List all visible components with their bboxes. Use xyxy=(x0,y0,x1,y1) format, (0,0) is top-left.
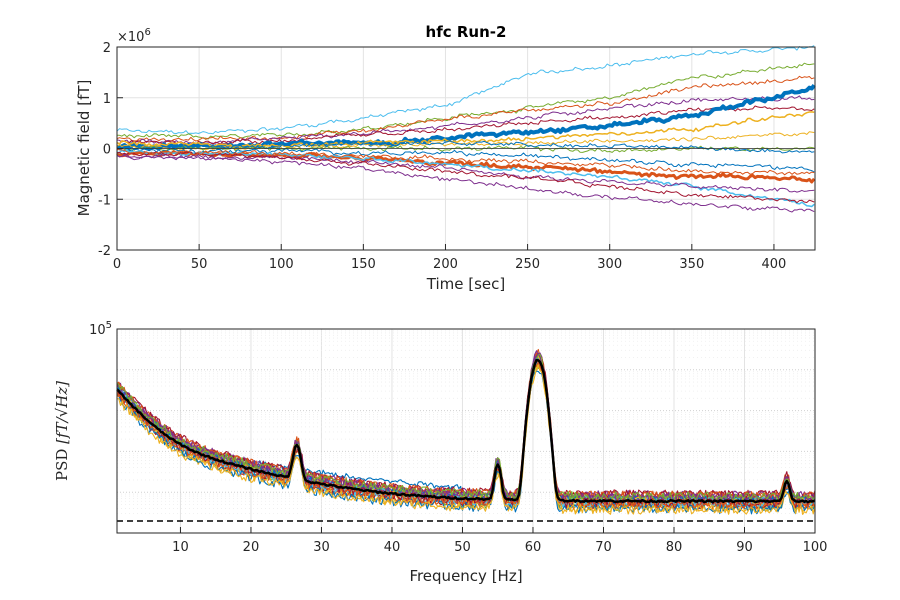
top-x-axis-label: Time [sec] xyxy=(426,275,505,293)
time-series-trace xyxy=(116,147,815,173)
x-tick-label: 100 xyxy=(269,257,294,272)
time-series-trace xyxy=(116,105,815,146)
y-tick-label-1e5: 105 xyxy=(89,320,112,338)
x-tick-label: 30 xyxy=(313,540,330,555)
psd-axes: 10 20 30 40 50 60 70 80 90 100 105 Frequency [Hz]… xyxy=(53,320,827,585)
bottom-axes-frame xyxy=(116,328,816,534)
x-tick-label: 400 xyxy=(762,257,787,272)
y-tick-label: 0 xyxy=(103,143,111,158)
x-tick-label: 80 xyxy=(666,540,683,555)
time-series-trace xyxy=(116,95,815,145)
time-series-trace xyxy=(116,151,815,204)
y-tick-label: -2 xyxy=(98,244,111,259)
x-tick-label: 20 xyxy=(243,540,260,555)
time-series-trace xyxy=(116,144,815,153)
x-tick-label: 300 xyxy=(597,257,622,272)
time-series-trace xyxy=(116,45,815,135)
x-tick-label: 350 xyxy=(679,257,704,272)
bottom-y-axis-label: PSD [fT/√Hz] xyxy=(53,381,71,481)
y-tick-label: 2 xyxy=(103,41,111,56)
top-ticks: 0 50 100 150 200 250 300 350 400 -2 -1 0 1 2 xyxy=(98,41,786,272)
x-tick-label: 50 xyxy=(454,540,471,555)
time-series-trace xyxy=(117,62,815,140)
y-exponent-label: ×106 xyxy=(117,27,151,45)
time-series-trace xyxy=(116,75,815,142)
x-tick-label: 250 xyxy=(515,257,540,272)
x-tick-label: 0 xyxy=(113,257,121,272)
top-chart-title: hfc Run-2 xyxy=(426,23,507,41)
psd-mean-trace xyxy=(116,358,816,504)
time-series-trace xyxy=(116,153,815,193)
time-series-axes: 0 50 100 150 200 250 300 350 400 -2 -1 0 1 2 hfc Run-… xyxy=(75,23,816,293)
x-tick-label: 100 xyxy=(803,540,828,555)
bottom-grid xyxy=(117,329,816,534)
psd-mean-line xyxy=(116,358,816,504)
y-tick-label: 1 xyxy=(103,92,111,107)
psd-trace xyxy=(116,370,816,515)
y-tick-label: -1 xyxy=(98,193,111,208)
x-tick-label: 150 xyxy=(351,257,376,272)
top-y-axis-label: Magnetic field [fT] xyxy=(75,80,93,217)
time-series-trace xyxy=(116,154,815,213)
x-tick-label: 50 xyxy=(191,257,208,272)
time-series-trace xyxy=(116,148,815,176)
x-tick-label: 60 xyxy=(525,540,542,555)
bottom-ticks: 10 20 30 40 50 60 70 80 90 100 xyxy=(117,328,828,555)
x-tick-label: 200 xyxy=(433,257,458,272)
psd-trace xyxy=(116,350,816,501)
x-tick-label: 10 xyxy=(172,540,189,555)
x-tick-label: 40 xyxy=(384,540,401,555)
x-tick-label: 70 xyxy=(595,540,612,555)
bottom-x-axis-label: Frequency [Hz] xyxy=(409,567,522,585)
psd-trace xyxy=(116,364,816,515)
x-tick-label: 90 xyxy=(736,540,753,555)
time-series-traces xyxy=(116,45,816,213)
